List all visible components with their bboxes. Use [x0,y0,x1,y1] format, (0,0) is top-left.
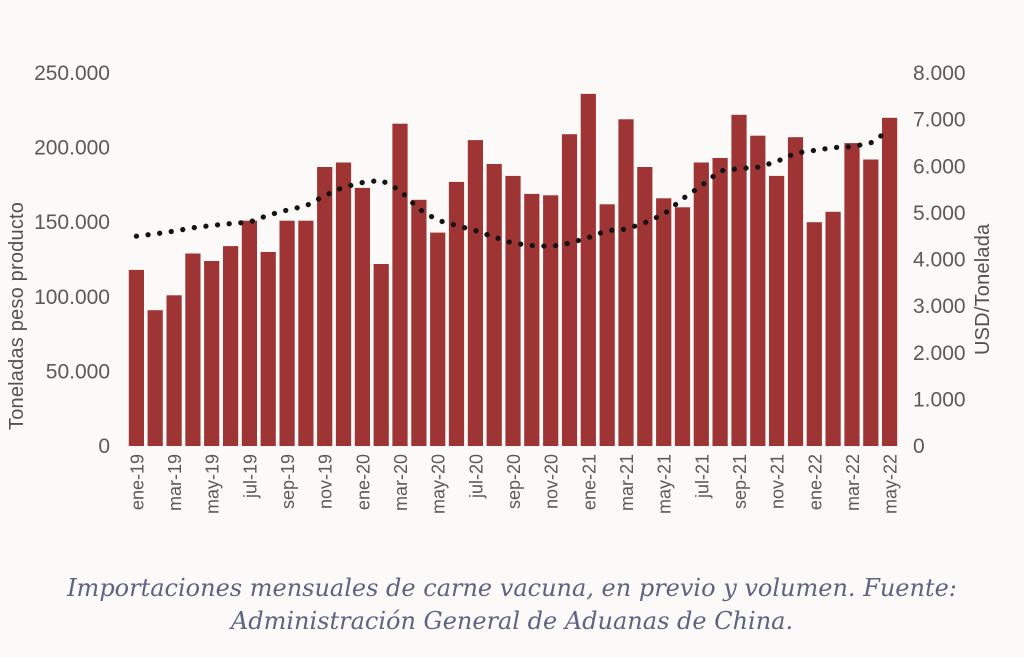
bar-jul-20 [467,140,483,446]
bar-abr-19 [185,253,201,446]
x-tick-label: may-21 [655,454,675,514]
y-right-tick-label: 5.000 [913,202,966,225]
y-right-tick-label: 8.000 [913,62,966,85]
y-right-tick-label: 1.000 [913,388,966,411]
x-tick-label: jul-21 [692,454,712,499]
y-right-tick-label: 2.000 [913,342,966,365]
bar-sep-21 [731,114,747,447]
bar-dic-21 [787,137,804,446]
x-tick-label: nov-20 [542,454,562,509]
bar-ene-21 [580,93,596,447]
bar-may-21 [656,198,672,446]
bar-abr-20 [411,199,427,446]
y-right-tick-label: 3.000 [913,295,966,318]
bar-jun-20 [448,181,465,446]
price-dotted-line [133,127,893,250]
x-tick-label: sep-20 [504,454,524,509]
y-left-tick-label: 150.000 [34,211,110,234]
bar-nov-20 [543,195,559,446]
bar-abr-22 [863,159,879,446]
bar-ene-20 [354,187,370,446]
bar-feb-20 [373,264,389,446]
bar-jun-19 [223,246,239,446]
bar-jun-21 [674,207,691,446]
x-tick-label: nov-21 [768,454,788,509]
right-axis-title: USD/Tonelada [972,223,994,355]
x-tick-label: jul-19 [240,454,260,499]
bar-may-19 [204,261,220,446]
bar-jul-19 [241,220,257,446]
bar-dic-20 [561,134,578,446]
x-tick-label: ene-21 [579,454,599,510]
x-tick-label: nov-19 [316,454,336,509]
bar-mar-22 [844,143,860,446]
bars-group [128,93,898,447]
bar-jul-21 [693,162,709,446]
bar-sep-19 [279,220,295,446]
x-tick-label: mar-19 [165,454,185,511]
x-tick-label: mar-20 [391,454,411,511]
bar-mar-21 [618,119,634,447]
x-tick-label: sep-19 [278,454,298,509]
x-tick-label: sep-21 [730,454,750,509]
bar-ene-19 [128,269,144,446]
bar-oct-19 [298,220,314,446]
bar-nov-19 [317,167,333,446]
bar-oct-21 [750,135,766,446]
x-tick-label: mar-21 [617,454,637,511]
bar-feb-21 [599,204,615,446]
bar-ago-21 [712,158,728,446]
bar-dic-19 [335,162,352,446]
x-tick-label: may-19 [203,454,223,514]
left-axis-title: Toneladas peso producto [6,201,28,430]
x-tick-label: may-20 [429,454,449,514]
bar-abr-21 [637,167,653,446]
caption-line-1: Importaciones mensuales de carne vacuna,… [67,574,957,602]
bar-oct-20 [524,193,540,446]
bar-mar-20 [392,123,408,446]
bar-may-20 [430,232,446,446]
bar-mar-19 [166,295,182,446]
y-left-tick-label: 250.000 [34,62,110,85]
x-tick-label: may-22 [881,454,901,514]
bar-ago-20 [486,164,502,446]
y-left-tick-label: 200.000 [34,137,110,160]
x-tick-label: ene-20 [353,454,373,510]
y-left-tick-label: 100.000 [34,286,110,309]
x-tick-label: jul-20 [466,454,486,499]
y-left-tick-label: 0 [98,435,110,458]
bar-feb-22 [825,211,841,446]
y-left-tick-label: 50.000 [46,360,110,383]
x-tick-label: ene-22 [805,454,825,510]
bar-ago-19 [260,252,276,446]
x-tick-label: ene-19 [127,454,147,510]
bar-feb-19 [147,310,163,446]
chart-caption: Importaciones mensuales de carne vacuna,… [0,572,1024,638]
x-tick-label: mar-22 [843,454,863,511]
bar-nov-21 [769,175,785,446]
bar-sep-20 [505,175,521,446]
bar-may-22 [882,117,898,447]
y-right-tick-label: 7.000 [913,109,966,132]
y-right-tick-label: 4.000 [913,249,966,272]
bar-ene-22 [806,222,822,446]
caption-line-2: Administración General de Aduanas de Chi… [230,607,794,636]
y-right-tick-label: 6.000 [913,155,966,178]
y-right-tick-label: 0 [913,435,925,458]
